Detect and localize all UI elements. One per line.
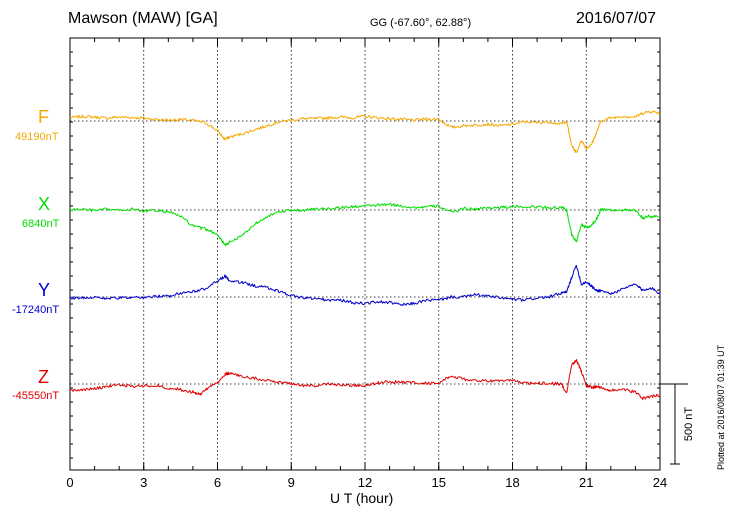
series-label-X: X xyxy=(38,194,51,214)
x-tick-label: 21 xyxy=(579,475,593,490)
scale-bar-label: 500 nT xyxy=(683,407,695,442)
baseline-label-Y: -17240nT xyxy=(12,304,60,316)
baseline-label-Z: -45550nT xyxy=(12,390,60,402)
x-tick-label: 24 xyxy=(653,475,667,490)
x-tick-label: 6 xyxy=(214,475,221,490)
series-line-F xyxy=(69,110,661,153)
x-tick-label: 9 xyxy=(288,475,295,490)
x-axis-label: U T (hour) xyxy=(330,490,394,506)
station-coordinates: GG (-67.60°, 62.88°) xyxy=(370,17,472,29)
x-tick-label: 0 xyxy=(66,475,73,490)
series-label-Z: Z xyxy=(38,367,49,387)
baseline-label-F: 49190nT xyxy=(15,131,59,143)
series-line-X xyxy=(69,202,661,247)
x-tick-label: 12 xyxy=(358,475,372,490)
x-tick-label: 15 xyxy=(432,475,446,490)
x-tick-label: 18 xyxy=(505,475,519,490)
series-line-Z xyxy=(69,359,661,401)
series-label-Y: Y xyxy=(38,280,51,300)
series-line-Y xyxy=(69,265,661,306)
chart-date: 2016/07/07 xyxy=(576,10,657,27)
chart-title: Mawson (MAW) [GA] xyxy=(68,10,218,27)
plotted-timestamp: Plotted at 2016/08/07 01:39 UT xyxy=(716,344,726,470)
baseline-label-X: 6840nT xyxy=(22,218,60,230)
x-tick-label: 3 xyxy=(140,475,147,490)
series-label-F: F xyxy=(38,107,49,127)
